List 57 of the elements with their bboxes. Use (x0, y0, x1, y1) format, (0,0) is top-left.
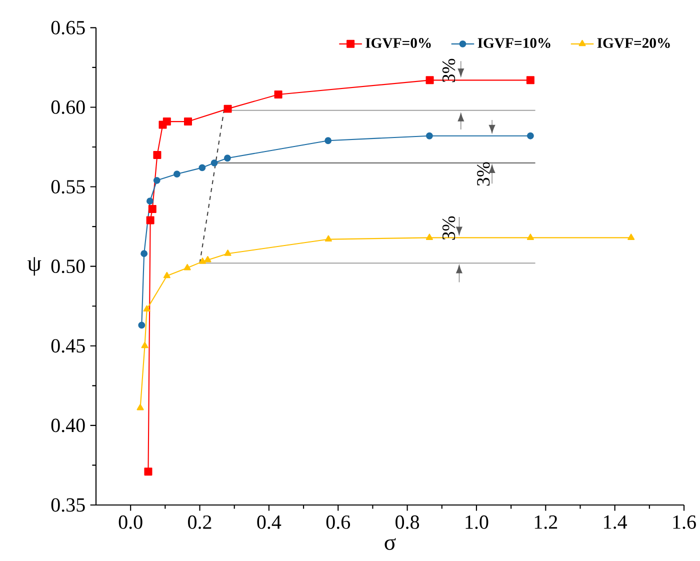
annotation: 3% (442, 216, 456, 240)
point (224, 250, 232, 256)
point (184, 118, 192, 126)
point (526, 76, 534, 84)
point (144, 468, 152, 476)
point (198, 164, 206, 172)
point (426, 76, 434, 84)
legend-label: IGVF=10% (478, 38, 550, 48)
point (224, 154, 231, 162)
point (204, 256, 212, 262)
x-tick-label: 0.4 (257, 515, 282, 529)
point (426, 234, 433, 240)
point (324, 235, 332, 242)
x-tick-label: 1.6 (673, 515, 696, 529)
y-tick-label: 0.40 (51, 418, 85, 432)
point (163, 272, 170, 278)
x-tick-label: 1.2 (534, 515, 558, 529)
point (628, 234, 635, 240)
point (146, 216, 154, 224)
point (136, 404, 144, 410)
point (141, 342, 148, 348)
x-tick-label: 0.2 (188, 515, 212, 529)
point (143, 305, 150, 312)
point (138, 322, 146, 329)
annotation: 3% (477, 162, 490, 186)
point (198, 258, 206, 264)
y-tick-label: 0.50 (51, 260, 85, 274)
point (153, 176, 160, 184)
point (146, 198, 154, 205)
point (153, 150, 162, 159)
x-tick-label: 1.4 (604, 515, 628, 529)
point (526, 234, 534, 240)
point (162, 118, 171, 126)
x-axis-title: σ (384, 538, 396, 550)
y-tick-label: 0.60 (51, 100, 85, 114)
x-tick-label: 0.8 (396, 515, 420, 529)
y-tick-label: 0.55 (51, 180, 85, 194)
x-tick-label: 1.0 (466, 515, 488, 529)
x-tick-label: 0.6 (326, 515, 350, 529)
legend-label: IGVF=0% (366, 38, 431, 48)
legend-label: IGVF=20% (597, 38, 670, 48)
x-tick-label: 0.0 (118, 515, 142, 529)
point (140, 250, 148, 258)
point (274, 90, 282, 98)
y-tick-label: 0.35 (51, 498, 85, 512)
y-tick-label: 0.45 (51, 339, 85, 353)
point (526, 132, 534, 140)
y-axis-title: ψ (28, 257, 42, 276)
point (224, 104, 232, 113)
annotation: 3% (442, 58, 456, 82)
y-tick-label: 0.65 (51, 20, 85, 34)
point (173, 170, 180, 178)
point (426, 132, 433, 140)
point (324, 137, 332, 144)
point (210, 159, 218, 166)
point (184, 264, 191, 270)
point (148, 205, 156, 214)
